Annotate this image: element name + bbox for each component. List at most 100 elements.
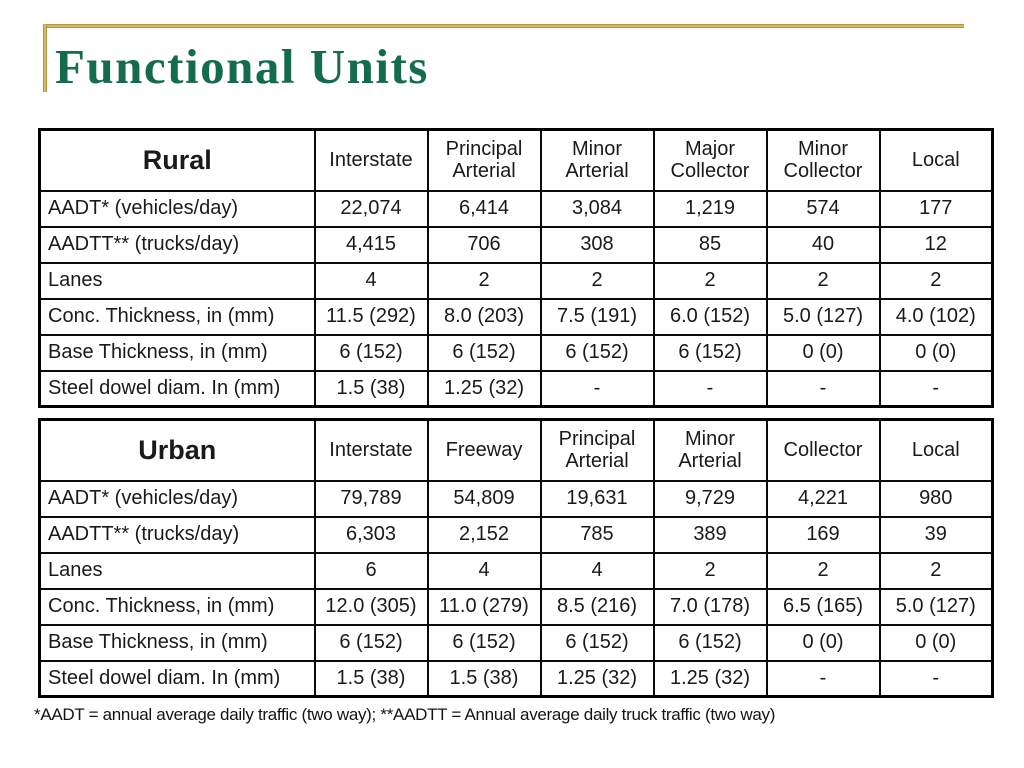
row-label: Base Thickness, in (mm) — [38, 623, 316, 662]
data-cell: 11.0 (279) — [426, 587, 542, 626]
data-cell: 785 — [539, 515, 655, 554]
data-cell: 9,729 — [652, 479, 768, 518]
column-header: Interstate — [313, 128, 429, 192]
table-row: Base Thickness, in (mm) 6 (152) 6 (152) 6 (… — [38, 333, 994, 372]
data-cell: 6,303 — [313, 515, 429, 554]
column-header: Local — [878, 128, 994, 192]
data-cell: 389 — [652, 515, 768, 554]
data-cell: 12.0 (305) — [313, 587, 429, 626]
data-cell: 1.25 (32) — [539, 659, 655, 698]
header-row: Rural Interstate Principal Arterial Minor A… — [38, 128, 994, 192]
data-cell: - — [539, 369, 655, 408]
column-header: Minor Arterial — [652, 418, 768, 482]
data-cell: 2 — [878, 261, 994, 300]
data-cell: 11.5 (292) — [313, 297, 429, 336]
data-cell: 0 (0) — [878, 333, 994, 372]
footnote: *AADT = annual average daily traffic (tw… — [34, 705, 776, 724]
data-cell: 0 (0) — [878, 623, 994, 662]
row-label: AADTT** (trucks/day) — [38, 515, 316, 554]
data-cell: 6.0 (152) — [652, 297, 768, 336]
data-cell: 706 — [426, 225, 542, 264]
data-cell: 177 — [878, 189, 994, 228]
data-cell: 6.5 (165) — [765, 587, 881, 626]
data-cell: - — [878, 369, 994, 408]
data-cell: 6 (152) — [652, 623, 768, 662]
row-label: AADTT** (trucks/day) — [38, 225, 316, 264]
row-label: Conc. Thickness, in (mm) — [38, 297, 316, 336]
table-title-cell: Urban — [38, 418, 316, 482]
data-cell: 2 — [426, 261, 542, 300]
data-cell: 6 (152) — [652, 333, 768, 372]
data-cell: 6 — [313, 551, 429, 590]
data-cell: 6 (152) — [539, 623, 655, 662]
data-cell: 4,221 — [765, 479, 881, 518]
data-cell: 5.0 (127) — [765, 297, 881, 336]
data-cell: 2,152 — [426, 515, 542, 554]
data-cell: 6 (152) — [426, 623, 542, 662]
data-cell: 980 — [878, 479, 994, 518]
table-row: Steel dowel diam. In (mm) 1.5 (38) 1.5 (38… — [38, 659, 994, 698]
data-cell: 22,074 — [313, 189, 429, 228]
data-cell: 19,631 — [539, 479, 655, 518]
table-row: Lanes 6 4 4 2 2 2 — [38, 551, 994, 590]
data-cell: 2 — [878, 551, 994, 590]
data-cell: 4 — [313, 261, 429, 300]
data-cell: 2 — [765, 261, 881, 300]
column-header: Principal Arterial — [426, 128, 542, 192]
row-label: Base Thickness, in (mm) — [38, 333, 316, 372]
data-cell: 2 — [652, 261, 768, 300]
data-cell: 1.5 (38) — [313, 659, 429, 698]
data-cell: - — [765, 659, 881, 698]
row-label: Steel dowel diam. In (mm) — [38, 659, 316, 698]
column-header: Minor Collector — [765, 128, 881, 192]
data-cell: 6 (152) — [426, 333, 542, 372]
data-cell: 6,414 — [426, 189, 542, 228]
data-cell: 0 (0) — [765, 333, 881, 372]
data-cell: 2 — [539, 261, 655, 300]
data-cell: 8.0 (203) — [426, 297, 542, 336]
row-label: Conc. Thickness, in (mm) — [38, 587, 316, 626]
column-header: Major Collector — [652, 128, 768, 192]
data-cell: - — [652, 369, 768, 408]
table-row: Conc. Thickness, in (mm) 11.5 (292) 8.0 (2… — [38, 297, 994, 336]
table-row: Steel dowel diam. In (mm) 1.5 (38) 1.25 (3… — [38, 369, 994, 408]
column-header: Collector — [765, 418, 881, 482]
data-cell: 6 (152) — [313, 333, 429, 372]
data-cell: 1,219 — [652, 189, 768, 228]
row-label: AADT* (vehicles/day) — [38, 479, 316, 518]
data-cell: 574 — [765, 189, 881, 228]
data-cell: 1.5 (38) — [426, 659, 542, 698]
data-cell: 7.0 (178) — [652, 587, 768, 626]
header-row: Urban Interstate Freeway Principal Arterial… — [38, 418, 994, 482]
accent-rule-vertical — [43, 24, 47, 92]
data-cell: 54,809 — [426, 479, 542, 518]
data-cell: 39 — [878, 515, 994, 554]
data-cell: 8.5 (216) — [539, 587, 655, 626]
data-cell: 4.0 (102) — [878, 297, 994, 336]
table-row: Conc. Thickness, in (mm) 12.0 (305) 11.0 (… — [38, 587, 994, 626]
data-cell: - — [878, 659, 994, 698]
column-header: Principal Arterial — [539, 418, 655, 482]
data-cell: 40 — [765, 225, 881, 264]
data-cell: 4,415 — [313, 225, 429, 264]
data-cell: 6 (152) — [539, 333, 655, 372]
column-header: Interstate — [313, 418, 429, 482]
table-row: Base Thickness, in (mm) 6 (152) 6 (152) 6 (… — [38, 623, 994, 662]
row-label: Steel dowel diam. In (mm) — [38, 369, 316, 408]
row-label: Lanes — [38, 551, 316, 590]
slide-title: Functional Units — [55, 39, 429, 94]
data-cell: 1.5 (38) — [313, 369, 429, 408]
column-header: Minor Arterial — [539, 128, 655, 192]
data-cell: 7.5 (191) — [539, 297, 655, 336]
data-cell: 169 — [765, 515, 881, 554]
table-row: Lanes 4 2 2 2 2 2 — [38, 261, 994, 300]
data-cell: 0 (0) — [765, 623, 881, 662]
accent-rule-horizontal — [43, 24, 964, 28]
column-header: Local — [878, 418, 994, 482]
data-cell: 4 — [539, 551, 655, 590]
table-row: AADTT** (trucks/day) 4,415 706 308 85 40 12 — [38, 225, 994, 264]
data-cell: 3,084 — [539, 189, 655, 228]
data-cell: - — [765, 369, 881, 408]
data-cell: 308 — [539, 225, 655, 264]
